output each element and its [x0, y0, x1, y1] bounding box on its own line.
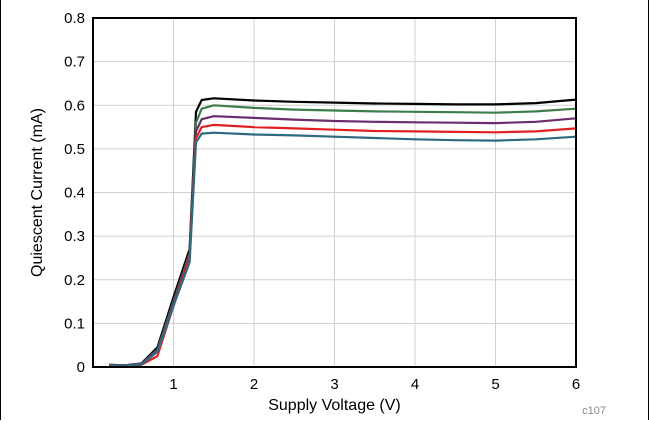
x-tick-label: 6 [572, 376, 580, 393]
series-layer [109, 97, 577, 367]
series-line-4 [109, 123, 577, 367]
y-tick-label: 0.2 [64, 272, 85, 289]
series-line-5 [109, 131, 577, 367]
x-tick-label: 5 [491, 376, 499, 393]
x-tick-label: 4 [411, 376, 419, 393]
series-line-1 [109, 97, 577, 367]
x-axis-title: Supply Voltage (V) [268, 397, 401, 414]
x-tick-label: 3 [330, 376, 338, 393]
series-line-2 [109, 104, 577, 367]
y-tick-label: 0.1 [64, 315, 85, 332]
x-tick-label: 1 [169, 376, 177, 393]
y-tick-label: 0.4 [64, 185, 85, 202]
y-tick-label: 0.3 [64, 228, 85, 245]
x-tick-label: 2 [250, 376, 258, 393]
axis-ticks: 1 2 3 4 5 6 0 0.1 0.2 0.3 0.4 0.5 0.6 0.7 0.8 [64, 10, 580, 393]
y-tick-label: 0.6 [64, 97, 85, 114]
figure-code-label: c107 [582, 405, 606, 417]
y-tick-label: 0.7 [64, 54, 85, 71]
y-tick-label: 0.5 [64, 141, 85, 158]
series-line-3 [109, 115, 577, 367]
y-tick-label: 0.8 [64, 10, 85, 27]
grid-lines [93, 18, 576, 367]
y-axis-title: Quiescent Current (mA) [29, 108, 46, 277]
plot-area-border [92, 17, 577, 368]
y-tick-label: 0 [77, 359, 85, 376]
